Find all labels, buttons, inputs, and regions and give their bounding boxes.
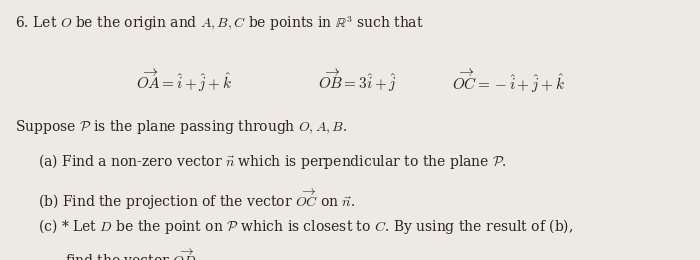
Text: (b) Find the projection of the vector $\overrightarrow{OC}$ on $\vec{n}$.: (b) Find the projection of the vector $\… xyxy=(38,186,356,212)
Text: $\overrightarrow{OC} = -\hat{i} + \hat{j} + \hat{k}$: $\overrightarrow{OC} = -\hat{i} + \hat{j… xyxy=(452,66,564,95)
Text: 6. Let $O$ be the origin and $A, B, C$ be points in $\mathbb{R}^3$ such that: 6. Let $O$ be the origin and $A, B, C$ b… xyxy=(15,14,424,33)
Text: (c) * Let $D$ be the point on $\mathcal{P}$ which is closest to $C$. By using th: (c) * Let $D$ be the point on $\mathcal{… xyxy=(38,217,574,236)
Text: $\overrightarrow{OB} = 3\hat{i} + \hat{j}$: $\overrightarrow{OB} = 3\hat{i} + \hat{j… xyxy=(318,66,397,94)
Text: $\overrightarrow{OA} = \hat{i} + \hat{j} + \hat{k}$: $\overrightarrow{OA} = \hat{i} + \hat{j}… xyxy=(136,66,232,94)
Text: Suppose $\mathcal{P}$ is the plane passing through $O, A, B$.: Suppose $\mathcal{P}$ is the plane passi… xyxy=(15,118,348,136)
Text: find the vector $\overrightarrow{OD}$.: find the vector $\overrightarrow{OD}$. xyxy=(65,248,200,260)
Text: (a) Find a non-zero vector $\vec{n}$ which is perpendicular to the plane $\mathc: (a) Find a non-zero vector $\vec{n}$ whi… xyxy=(38,152,507,171)
